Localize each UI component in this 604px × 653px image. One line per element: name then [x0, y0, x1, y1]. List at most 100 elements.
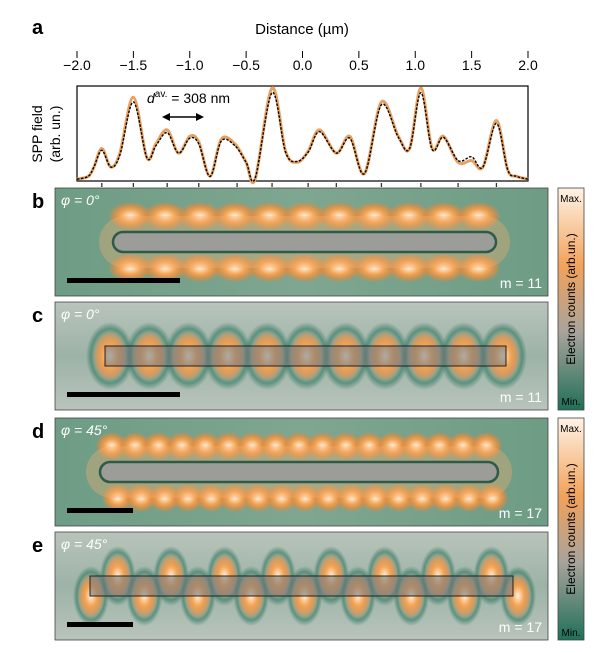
- intensity-lobe-top: [119, 432, 152, 460]
- intensity-lobe-top: [283, 432, 315, 460]
- intensity-lobe-top: [306, 432, 339, 460]
- colorbar-bottom: Max. Min. Electron counts (arb.un.): [557, 417, 585, 641]
- intensity-lobe-top: [259, 432, 292, 460]
- x-tick-label: 0.0: [293, 57, 313, 73]
- intensity-lobe-bottom: [212, 254, 257, 282]
- panel-letter: b: [32, 191, 44, 213]
- series-line-1: [76, 86, 529, 185]
- intensity-lobe-bottom: [178, 254, 223, 282]
- panel-a-ylabel-2: (arb. un.): [47, 106, 63, 163]
- intensity-lobe-top: [400, 432, 433, 460]
- phi-label: φ = 45°: [61, 536, 108, 552]
- intensity-lobe-top: [95, 432, 128, 460]
- intensity-lobe-top: [376, 432, 409, 460]
- intensity-lobe-bottom: [125, 484, 158, 512]
- intensity-lobe-top: [352, 202, 397, 230]
- mode-order-label: m = 11: [500, 275, 542, 291]
- intensity-lobe-top: [329, 432, 362, 460]
- mode-order-label: m = 17: [499, 619, 542, 635]
- annotation-symbol: d: [147, 90, 156, 106]
- intensity-lobe-top: [386, 202, 431, 230]
- intensity-lobe-bottom: [218, 484, 251, 512]
- x-tick-label: −1.0: [176, 57, 204, 73]
- intensity-lobe-bottom: [317, 254, 362, 282]
- intensity-lobe-top: [353, 432, 386, 460]
- mode-order-label: m = 11: [500, 389, 542, 405]
- nanorod: [98, 460, 500, 484]
- panel-letter: d: [32, 421, 44, 443]
- intensity-lobe-bottom: [242, 484, 275, 512]
- intensity-lobe-bottom: [382, 484, 415, 512]
- nanorod-outline: [89, 575, 514, 597]
- intensity-lobe-bottom: [247, 254, 292, 282]
- intensity-lobe-bottom: [265, 484, 298, 512]
- intensity-lobe-bottom: [108, 254, 153, 282]
- panel-a-plot-frame: [76, 85, 529, 182]
- panel-c: c φ = 0° m = 11: [32, 301, 549, 411]
- intensity-lobe-top: [423, 432, 456, 460]
- intensity-lobe-top: [456, 202, 501, 230]
- x-tick-label: −1.5: [120, 57, 148, 73]
- phi-label: φ = 0°: [61, 306, 100, 322]
- intensity-lobe-bottom: [282, 254, 327, 282]
- intensity-lobe-top: [143, 202, 188, 230]
- annotation-value: = 308 nm: [167, 90, 230, 106]
- intensity-lobe-top: [236, 432, 269, 460]
- scale-bar: [67, 278, 180, 283]
- x-tick-label: −2.0: [63, 57, 91, 73]
- panel-a-ylabel-1: SPP field: [29, 105, 45, 162]
- intensity-lobe-top: [421, 202, 466, 230]
- colorbar-bottom-max: Max.: [560, 424, 582, 435]
- nanorod-outline: [104, 345, 507, 367]
- annotation-superscript: av.: [155, 89, 168, 100]
- panel-a-annotation: dav. = 308 nm: [147, 89, 230, 106]
- colorbar-top-label: Electron counts (arb.un.): [564, 233, 578, 364]
- intensity-lobe-bottom: [421, 254, 466, 282]
- panel-b: b φ = 0° m = 11: [32, 187, 549, 297]
- scale-bar: [67, 392, 180, 397]
- phi-label: φ = 0°: [61, 192, 100, 208]
- panel-a-series: [76, 86, 529, 185]
- panel-d: d φ = 45° m = 17: [32, 417, 549, 527]
- colorbar-bottom-bar: [557, 417, 585, 641]
- intensity-lobe-top: [108, 202, 153, 230]
- intensity-lobe-top: [247, 202, 292, 230]
- colorbar-top-max: Max.: [560, 194, 582, 205]
- mode-order-label: m = 17: [499, 505, 542, 521]
- intensity-lobe-top: [317, 202, 362, 230]
- nanorod: [111, 230, 498, 254]
- series-line-2: [76, 91, 529, 183]
- intensity-lobe-top: [189, 432, 222, 460]
- spacing-double-arrow: [162, 113, 204, 121]
- x-tick-label: 1.5: [462, 57, 482, 73]
- intensity-lobe-top: [470, 432, 503, 460]
- x-tick-label: 1.0: [406, 57, 426, 73]
- intensity-lobe-top: [165, 432, 198, 460]
- phi-label: φ = 45°: [61, 422, 108, 438]
- intensity-lobe-top: [446, 432, 479, 460]
- intensity-lobe-top: [142, 432, 175, 460]
- intensity-lobe-bottom: [386, 254, 431, 282]
- x-tick-label: 0.5: [349, 57, 369, 73]
- intensity-lobe-bottom: [195, 484, 228, 512]
- intensity-lobe-bottom: [352, 254, 397, 282]
- intensity-lobe-top: [212, 432, 245, 460]
- intensity-lobe-bottom: [143, 254, 188, 282]
- intensity-lobe-bottom: [429, 484, 462, 512]
- colorbar-top-min: Min.: [562, 397, 581, 408]
- scale-bar: [67, 508, 133, 513]
- intensity-lobe-bottom: [171, 484, 204, 512]
- intensity-lobe-top: [212, 202, 257, 230]
- x-tick-label: −0.5: [232, 57, 260, 73]
- intensity-lobe-top: [282, 202, 327, 230]
- intensity-lobe-bottom: [312, 484, 345, 512]
- intensity-lobe-top: [178, 202, 223, 230]
- panel-a-letter: a: [32, 17, 44, 39]
- intensity-lobe-bottom: [476, 484, 509, 512]
- intensity-lobe-bottom: [335, 484, 368, 512]
- intensity-lobe-bottom: [452, 484, 485, 512]
- image-panels: b φ = 0° m = 11 c φ = 0° m = 11 d φ = 45° m = 17…: [32, 187, 549, 641]
- colorbar-bottom-min: Min.: [562, 628, 581, 639]
- x-tick-label: 2.0: [518, 57, 538, 73]
